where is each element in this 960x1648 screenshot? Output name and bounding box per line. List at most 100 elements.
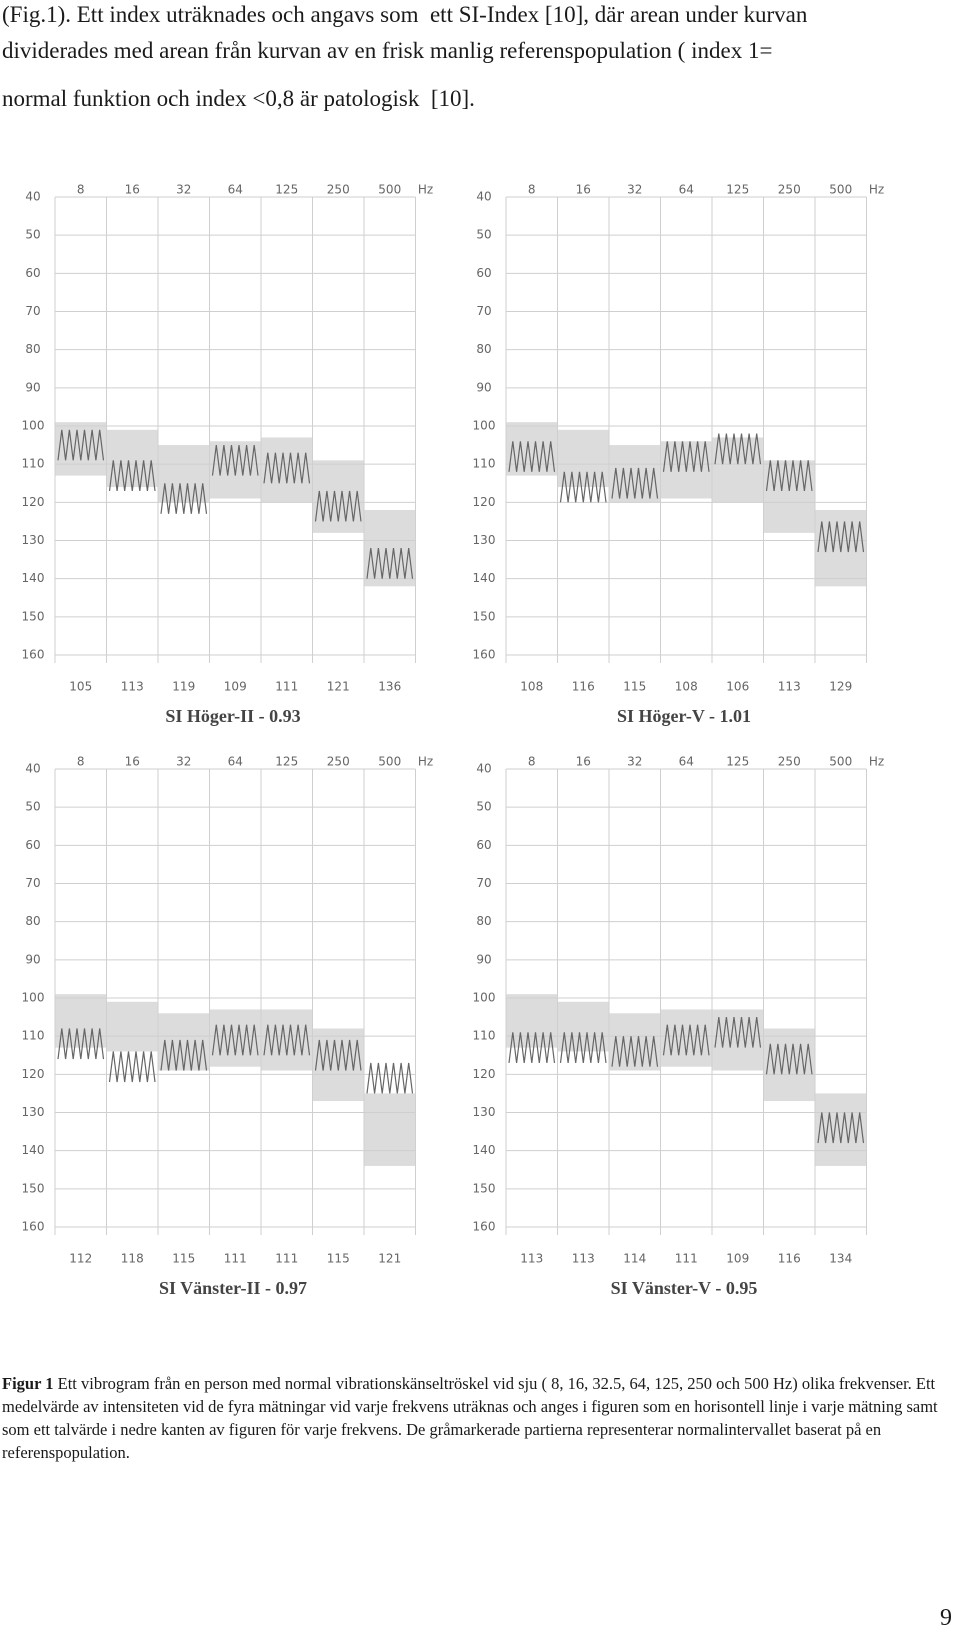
y-tick-label: 50 [25, 800, 40, 814]
y-tick-label: 150 [473, 1181, 496, 1195]
normal-band [609, 1013, 661, 1071]
y-tick-label: 80 [476, 914, 491, 928]
mean-value-label: 115 [623, 680, 646, 694]
y-tick-label: 80 [25, 914, 40, 928]
y-tick-label: 130 [22, 533, 45, 547]
y-tick-label: 80 [476, 342, 491, 356]
frequency-label: 250 [778, 755, 801, 769]
normal-band [609, 445, 661, 503]
frequency-label: 32 [627, 755, 642, 769]
frequency-label: 16 [125, 755, 140, 769]
mean-value-label: 121 [327, 680, 350, 694]
y-tick-label: 60 [476, 266, 491, 280]
y-tick-label: 140 [473, 1143, 496, 1157]
y-tick-label: 50 [476, 228, 491, 242]
measurement-trace [662, 1024, 710, 1056]
mean-value-label: 112 [69, 1252, 92, 1266]
measurement-trace [160, 483, 208, 514]
y-tick-label: 120 [22, 495, 45, 509]
y-tick-label: 160 [22, 648, 45, 662]
measurement-trace [160, 1039, 208, 1071]
mean-value-label: 108 [675, 680, 698, 694]
frequency-label: 16 [125, 183, 140, 197]
measurement-trace [211, 1024, 259, 1056]
y-tick-label: 40 [25, 762, 40, 776]
frequency-label: 250 [778, 183, 801, 197]
measurement-trace [263, 1024, 311, 1056]
measurement-trace [57, 429, 105, 461]
normal-band [815, 1093, 867, 1166]
x-unit-label: Hz [418, 755, 433, 769]
mean-value-label: 116 [778, 1252, 801, 1266]
mean-value-label: 106 [726, 680, 749, 694]
page-number: 9 [940, 1605, 952, 1631]
y-tick-label: 150 [22, 609, 45, 623]
measurement-trace [57, 1028, 105, 1060]
frequency-label: 64 [679, 755, 694, 769]
normal-band [209, 441, 261, 499]
normal-band [506, 994, 558, 1048]
mean-value-label: 113 [572, 1252, 595, 1266]
y-tick-label: 140 [473, 571, 496, 585]
mean-value-label: 134 [829, 1252, 852, 1266]
normal-band [312, 1028, 364, 1102]
mean-value-label: 108 [520, 680, 543, 694]
y-tick-label: 150 [473, 609, 496, 623]
normal-band [364, 1093, 416, 1166]
frequency-label: 500 [829, 755, 852, 769]
y-tick-label: 110 [473, 1029, 496, 1043]
measurement-trace [508, 441, 556, 472]
normal-band [261, 437, 313, 503]
y-tick-label: 90 [25, 952, 40, 966]
frequency-label: 250 [327, 755, 350, 769]
y-tick-label: 70 [25, 304, 40, 318]
y-tick-label: 50 [25, 228, 40, 242]
normal-band [261, 1009, 313, 1071]
normal-band [763, 1028, 815, 1102]
y-tick-label: 160 [473, 1220, 496, 1234]
mean-value-label: 111 [275, 680, 298, 694]
y-tick-label: 100 [473, 419, 496, 433]
caption-label: Figur 1 [2, 1374, 54, 1393]
frequency-label: 250 [327, 183, 350, 197]
caption: Figur 1 Ett vibrogram från en person med… [2, 1372, 952, 1464]
frequency-label: 16 [576, 755, 591, 769]
y-tick-label: 80 [25, 342, 40, 356]
mean-value-label: 113 [520, 1252, 543, 1266]
chart-title: SI Höger-V - 1.01 [617, 706, 751, 726]
frequency-label: 125 [726, 183, 749, 197]
normal-band [712, 437, 764, 503]
y-tick-label: 120 [473, 1067, 496, 1081]
x-unit-label: Hz [418, 183, 433, 197]
mean-value-label: 116 [572, 680, 595, 694]
frequency-label: 8 [528, 755, 536, 769]
chart-title: SI Vänster-II - 0.97 [159, 1278, 307, 1298]
measurement-trace [611, 1036, 659, 1067]
frequency-label: 32 [176, 755, 191, 769]
mean-value-label: 113 [121, 680, 144, 694]
y-tick-label: 100 [473, 991, 496, 1005]
measurement-trace [366, 1062, 414, 1094]
y-tick-label: 40 [25, 190, 40, 204]
frequency-label: 32 [627, 183, 642, 197]
y-tick-label: 120 [22, 1067, 45, 1081]
y-tick-label: 130 [473, 1105, 496, 1119]
mean-value-label: 121 [378, 1252, 401, 1266]
y-tick-label: 70 [476, 304, 491, 318]
y-tick-label: 60 [25, 266, 40, 280]
normal-band [712, 1009, 764, 1071]
caption-text: Ett vibrogram från en person med normal … [2, 1374, 938, 1462]
frequency-label: 64 [679, 183, 694, 197]
x-unit-label: Hz [869, 183, 884, 197]
y-tick-label: 40 [476, 762, 491, 776]
mean-value-label: 115 [327, 1252, 350, 1266]
y-tick-label: 90 [476, 952, 491, 966]
measurement-trace [314, 490, 362, 522]
measurement-trace [108, 1051, 156, 1083]
y-tick-label: 130 [473, 533, 496, 547]
y-tick-label: 100 [22, 991, 45, 1005]
frequency-label: 16 [576, 183, 591, 197]
y-tick-label: 40 [476, 190, 491, 204]
x-unit-label: Hz [869, 755, 884, 769]
